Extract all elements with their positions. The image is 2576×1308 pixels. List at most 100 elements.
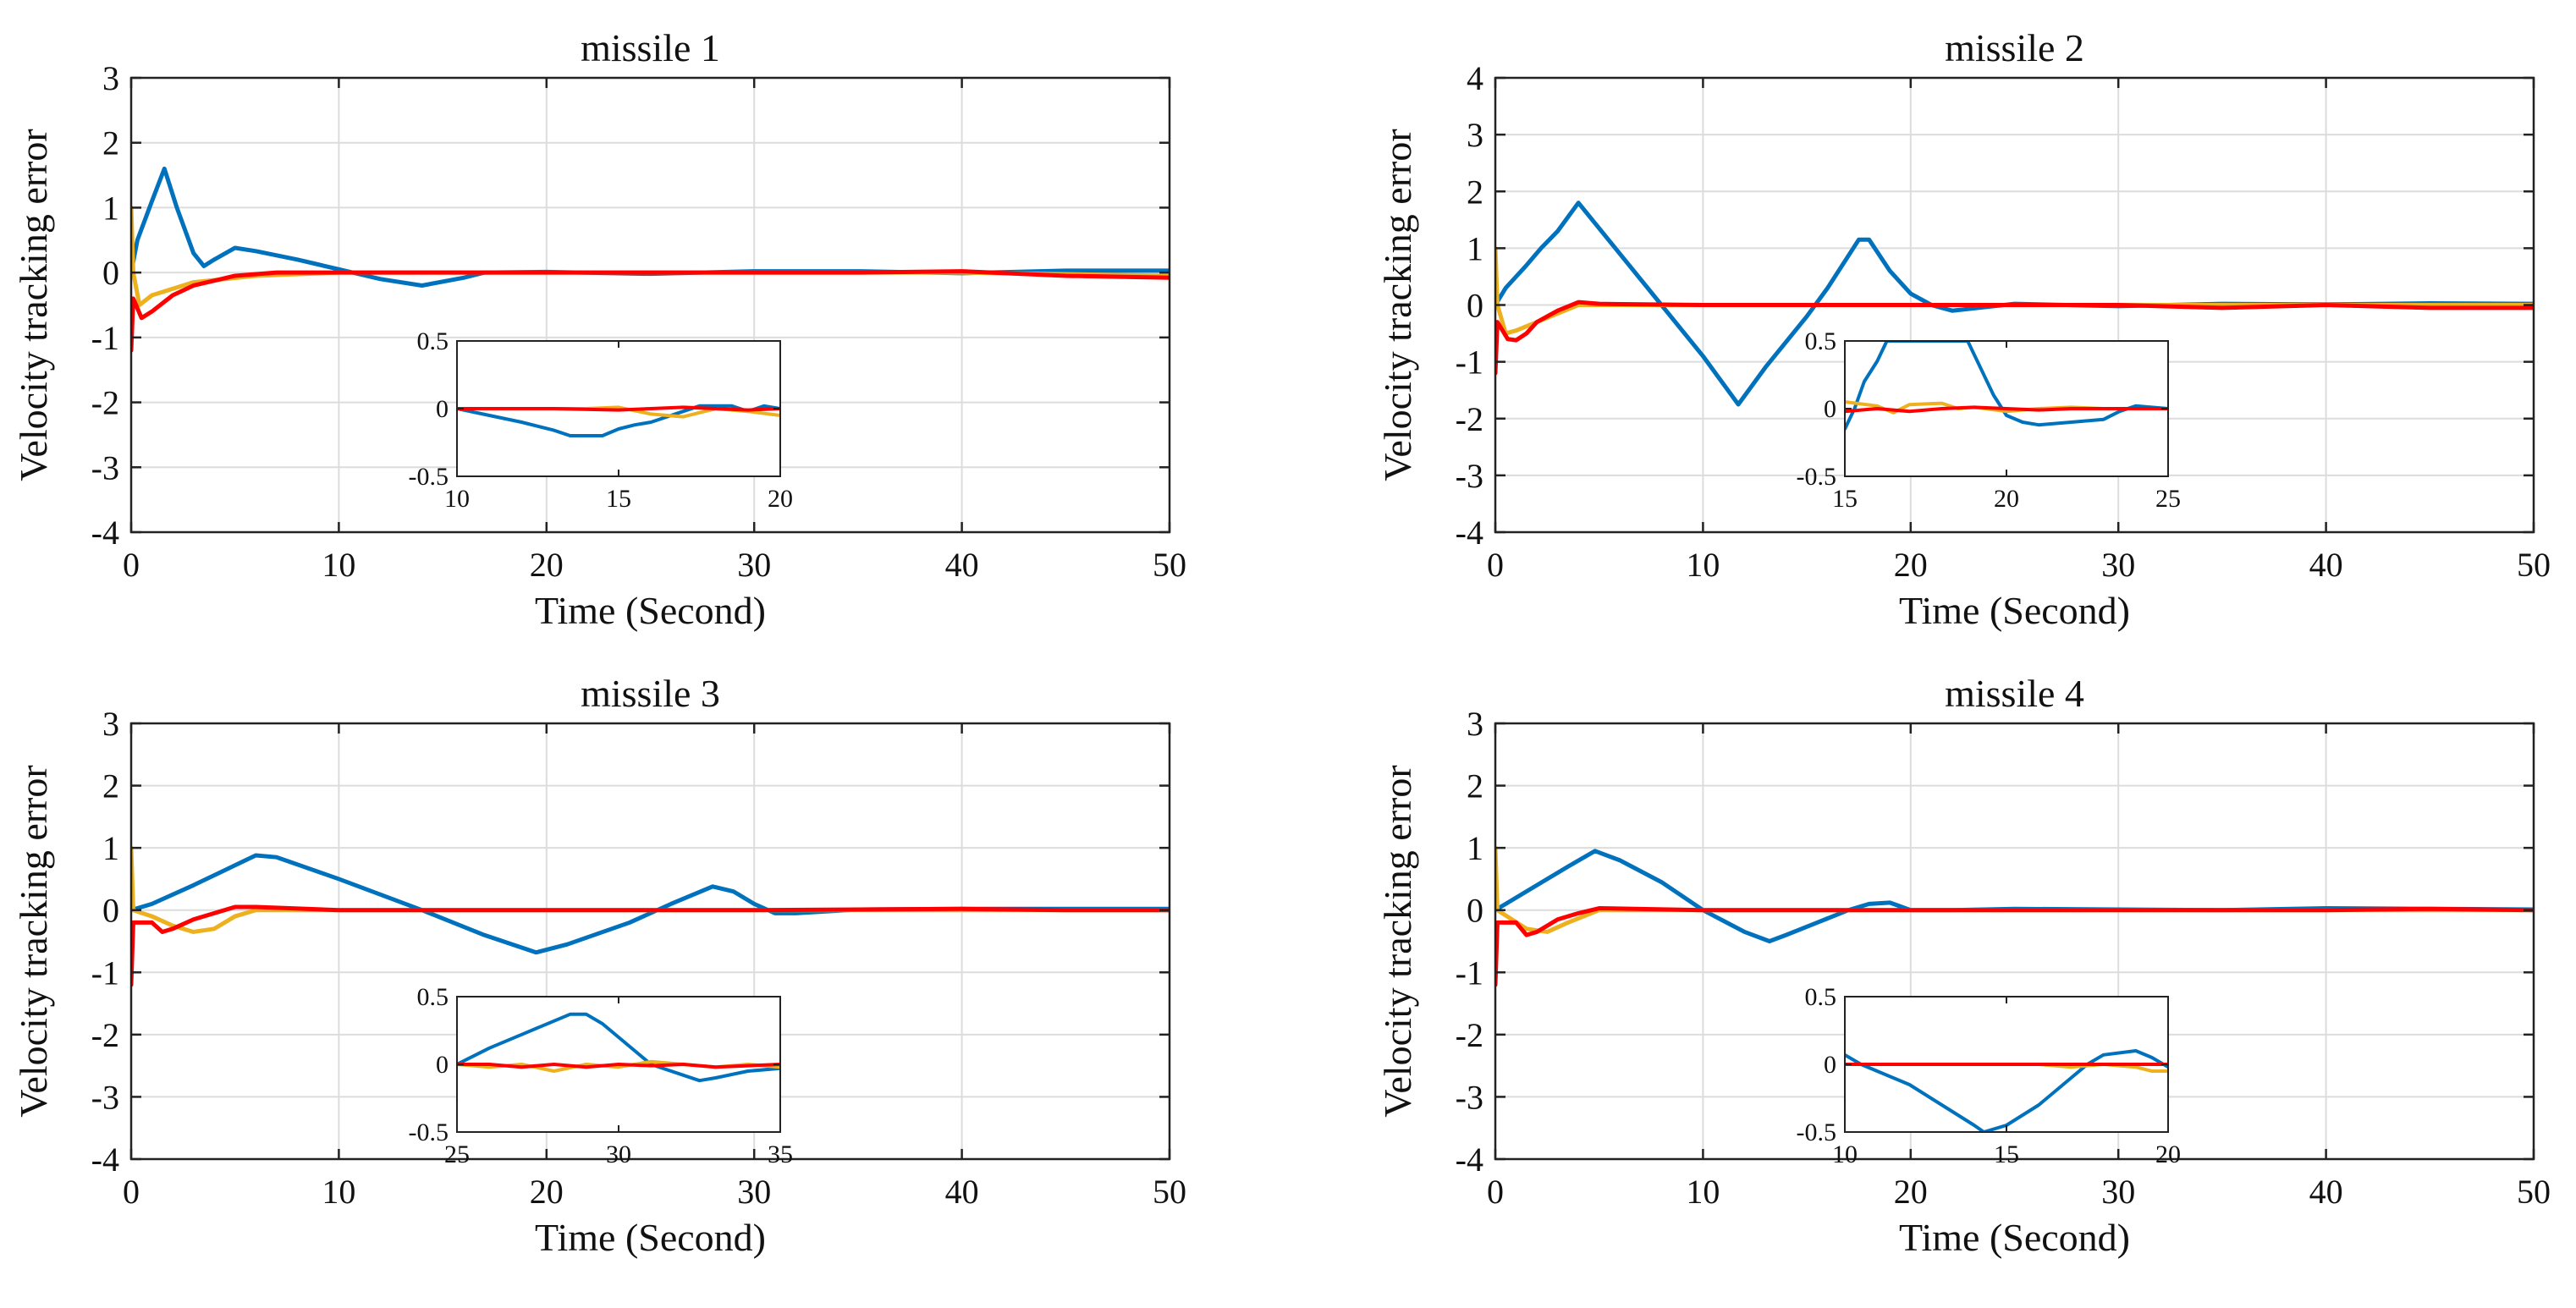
y-tick-label: -4 [91, 514, 119, 552]
x-tick-label: 40 [2309, 546, 2343, 584]
y-tick-label: 1 [102, 189, 119, 227]
inset-y-tick-label: -0.5 [409, 463, 449, 491]
series-line-red [131, 269, 1170, 353]
y-tick-label: 4 [1467, 59, 1483, 97]
y-tick-label: -3 [1456, 457, 1483, 495]
y-tick-label: 3 [1467, 116, 1483, 154]
x-tick-label: 0 [1487, 1173, 1504, 1211]
y-tick-label: -1 [91, 319, 119, 357]
y-tick-label: -1 [1456, 343, 1483, 382]
panel-missile-2: 0 10 20 30 40 50 -4 -3 -2 -1 0 1 2 3 4 missile 2 Time (S… [1376, 26, 2551, 632]
y-tick-label: -2 [91, 1016, 119, 1054]
y-tick-label: 2 [102, 767, 119, 805]
y-tick-label: -3 [91, 1078, 119, 1116]
y-tick-label: 3 [102, 705, 119, 743]
inset-series-line-blue [457, 1012, 780, 1083]
x-tick-label: 30 [2101, 546, 2135, 584]
inset-y-tick-label: 0 [436, 395, 449, 423]
inset-y-tick-label: 0 [1824, 1051, 1836, 1079]
x-tick-label: 50 [2517, 546, 2551, 584]
x-axis-label: Time (Second) [1899, 1216, 2130, 1259]
axes-frame [129, 76, 1171, 534]
y-tick-label: 0 [102, 892, 119, 930]
inset-x-tick-label: 20 [768, 485, 793, 513]
x-axis-label: Time (Second) [535, 1216, 766, 1259]
x-tick-label: 10 [322, 1173, 355, 1211]
y-tick-label: -3 [1456, 1078, 1483, 1116]
x-tick-label: 20 [530, 546, 564, 584]
x-tick-label: 50 [1153, 1173, 1186, 1211]
inset-y-tick-label: 0.5 [417, 983, 449, 1011]
x-tick-label: 0 [1487, 546, 1504, 584]
y-tick-label: 2 [102, 124, 119, 162]
chart-title: missile 4 [1945, 672, 2084, 715]
x-tick-label: 40 [945, 546, 979, 584]
inset-zoom: 15 20 25 -0.5 0 0.5 [1797, 327, 2182, 513]
inset-series-line-blue [1845, 341, 2168, 431]
x-tick-label: 20 [530, 1173, 564, 1211]
y-tick-label: 1 [102, 829, 119, 867]
x-tick-label: 50 [1153, 546, 1186, 584]
axes-frame [1494, 722, 2535, 1161]
inset-x-tick-label: 35 [768, 1140, 793, 1168]
inset-x-tick-label: 15 [1832, 485, 1858, 513]
inset-zoom: 10 15 20 -0.5 0 0.5 [409, 327, 794, 513]
x-tick-label: 0 [123, 1173, 140, 1211]
chart-title: missile 1 [581, 26, 720, 69]
y-axis-label: Velocity tracking error [1376, 129, 1419, 481]
y-tick-label: 0 [102, 254, 119, 292]
y-tick-label: -1 [91, 954, 119, 992]
y-tick-label: 1 [1467, 229, 1483, 267]
y-tick-label: -2 [1456, 1016, 1483, 1054]
inset-y-tick-label: 0 [1824, 395, 1836, 423]
y-tick-label: 3 [1467, 705, 1483, 743]
inset-y-tick-label: -0.5 [1797, 463, 1837, 491]
x-tick-label: 40 [945, 1173, 979, 1211]
x-tick-label: 30 [737, 1173, 771, 1211]
x-tick-label: 0 [123, 546, 140, 584]
y-tick-label: -3 [91, 448, 119, 486]
panel-missile-4: 0 10 20 30 40 50 -4 -3 -2 -1 0 1 2 3 missile 4 Time (Se… [1376, 672, 2551, 1259]
y-tick-label: -4 [91, 1140, 119, 1179]
y-tick-label: 2 [1467, 767, 1483, 805]
x-axis-label: Time (Second) [535, 589, 766, 632]
inset-series-line-red [457, 405, 780, 412]
chart-title: missile 2 [1945, 26, 2084, 69]
series-line-red [131, 904, 1170, 987]
series-line-red [1495, 300, 2534, 376]
inset-y-tick-label: -0.5 [409, 1118, 449, 1146]
series-line-red [1495, 906, 2534, 987]
x-tick-label: 20 [1894, 546, 1928, 584]
inset-y-tick-label: -0.5 [1797, 1118, 1837, 1146]
y-tick-label: -4 [1456, 514, 1483, 552]
x-tick-label: 10 [322, 546, 355, 584]
y-tick-label: 0 [1467, 892, 1483, 930]
y-tick-label: 0 [1467, 287, 1483, 325]
panel-missile-1: 0 10 20 30 40 50 -4 -3 -2 -1 0 1 2 3 missile 1 Time (Se… [12, 26, 1186, 632]
y-axis-label: Velocity tracking error [1376, 765, 1419, 1117]
y-tick-label: -4 [1456, 1140, 1483, 1179]
inset-x-tick-label: 25 [2155, 485, 2181, 513]
y-axis-label: Velocity tracking error [12, 765, 55, 1117]
inset-zoom: 25 30 35 -0.5 0 0.5 [409, 983, 794, 1168]
inset-x-tick-label: 10 [1832, 1140, 1858, 1168]
x-tick-label: 40 [2309, 1173, 2343, 1211]
y-tick-label: -2 [91, 384, 119, 422]
y-tick-label: -2 [1456, 400, 1483, 438]
inset-x-tick-label: 25 [444, 1140, 470, 1168]
inset-y-tick-label: 0 [436, 1051, 449, 1079]
inset-x-tick-label: 10 [444, 485, 470, 513]
x-tick-label: 20 [1894, 1173, 1928, 1211]
x-tick-label: 50 [2517, 1173, 2551, 1211]
inset-series-line-red [457, 1063, 780, 1069]
panel-missile-3: 0 10 20 30 40 50 -4 -3 -2 -1 0 1 2 3 missile 3 Time (Se… [12, 672, 1186, 1259]
y-tick-label: 2 [1467, 173, 1483, 211]
chart-title: missile 3 [581, 672, 720, 715]
x-tick-label: 10 [1686, 1173, 1720, 1211]
inset-zoom: 10 15 20 -0.5 0 0.5 [1797, 983, 2182, 1168]
inset-x-tick-label: 20 [1994, 485, 2019, 513]
inset-y-tick-label: 0.5 [417, 327, 449, 355]
inset-x-tick-label: 15 [606, 485, 631, 513]
y-tick-label: 3 [102, 59, 119, 97]
